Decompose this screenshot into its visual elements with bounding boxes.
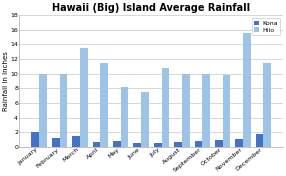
Bar: [256, 134, 263, 147]
Bar: [223, 75, 231, 147]
Bar: [93, 142, 100, 147]
Bar: [182, 74, 190, 147]
Bar: [39, 74, 47, 147]
Legend: Kona, Hilo: Kona, Hilo: [252, 18, 280, 35]
Bar: [194, 141, 202, 147]
Bar: [100, 63, 108, 147]
Bar: [133, 143, 141, 147]
Title: Hawaii (Big) Island Average Rainfall: Hawaii (Big) Island Average Rainfall: [52, 3, 250, 13]
Bar: [52, 138, 59, 147]
Bar: [263, 63, 271, 147]
Bar: [235, 139, 243, 147]
Bar: [154, 143, 162, 147]
Bar: [80, 48, 88, 147]
Bar: [215, 140, 223, 147]
Bar: [113, 141, 121, 147]
Bar: [72, 136, 80, 147]
Bar: [31, 132, 39, 147]
Bar: [121, 87, 128, 147]
Bar: [141, 92, 149, 147]
Bar: [243, 33, 251, 147]
Bar: [174, 142, 182, 147]
Bar: [162, 68, 169, 147]
Bar: [202, 74, 210, 147]
Bar: [59, 74, 67, 147]
Y-axis label: Rainfall in Inches: Rainfall in Inches: [3, 51, 9, 111]
